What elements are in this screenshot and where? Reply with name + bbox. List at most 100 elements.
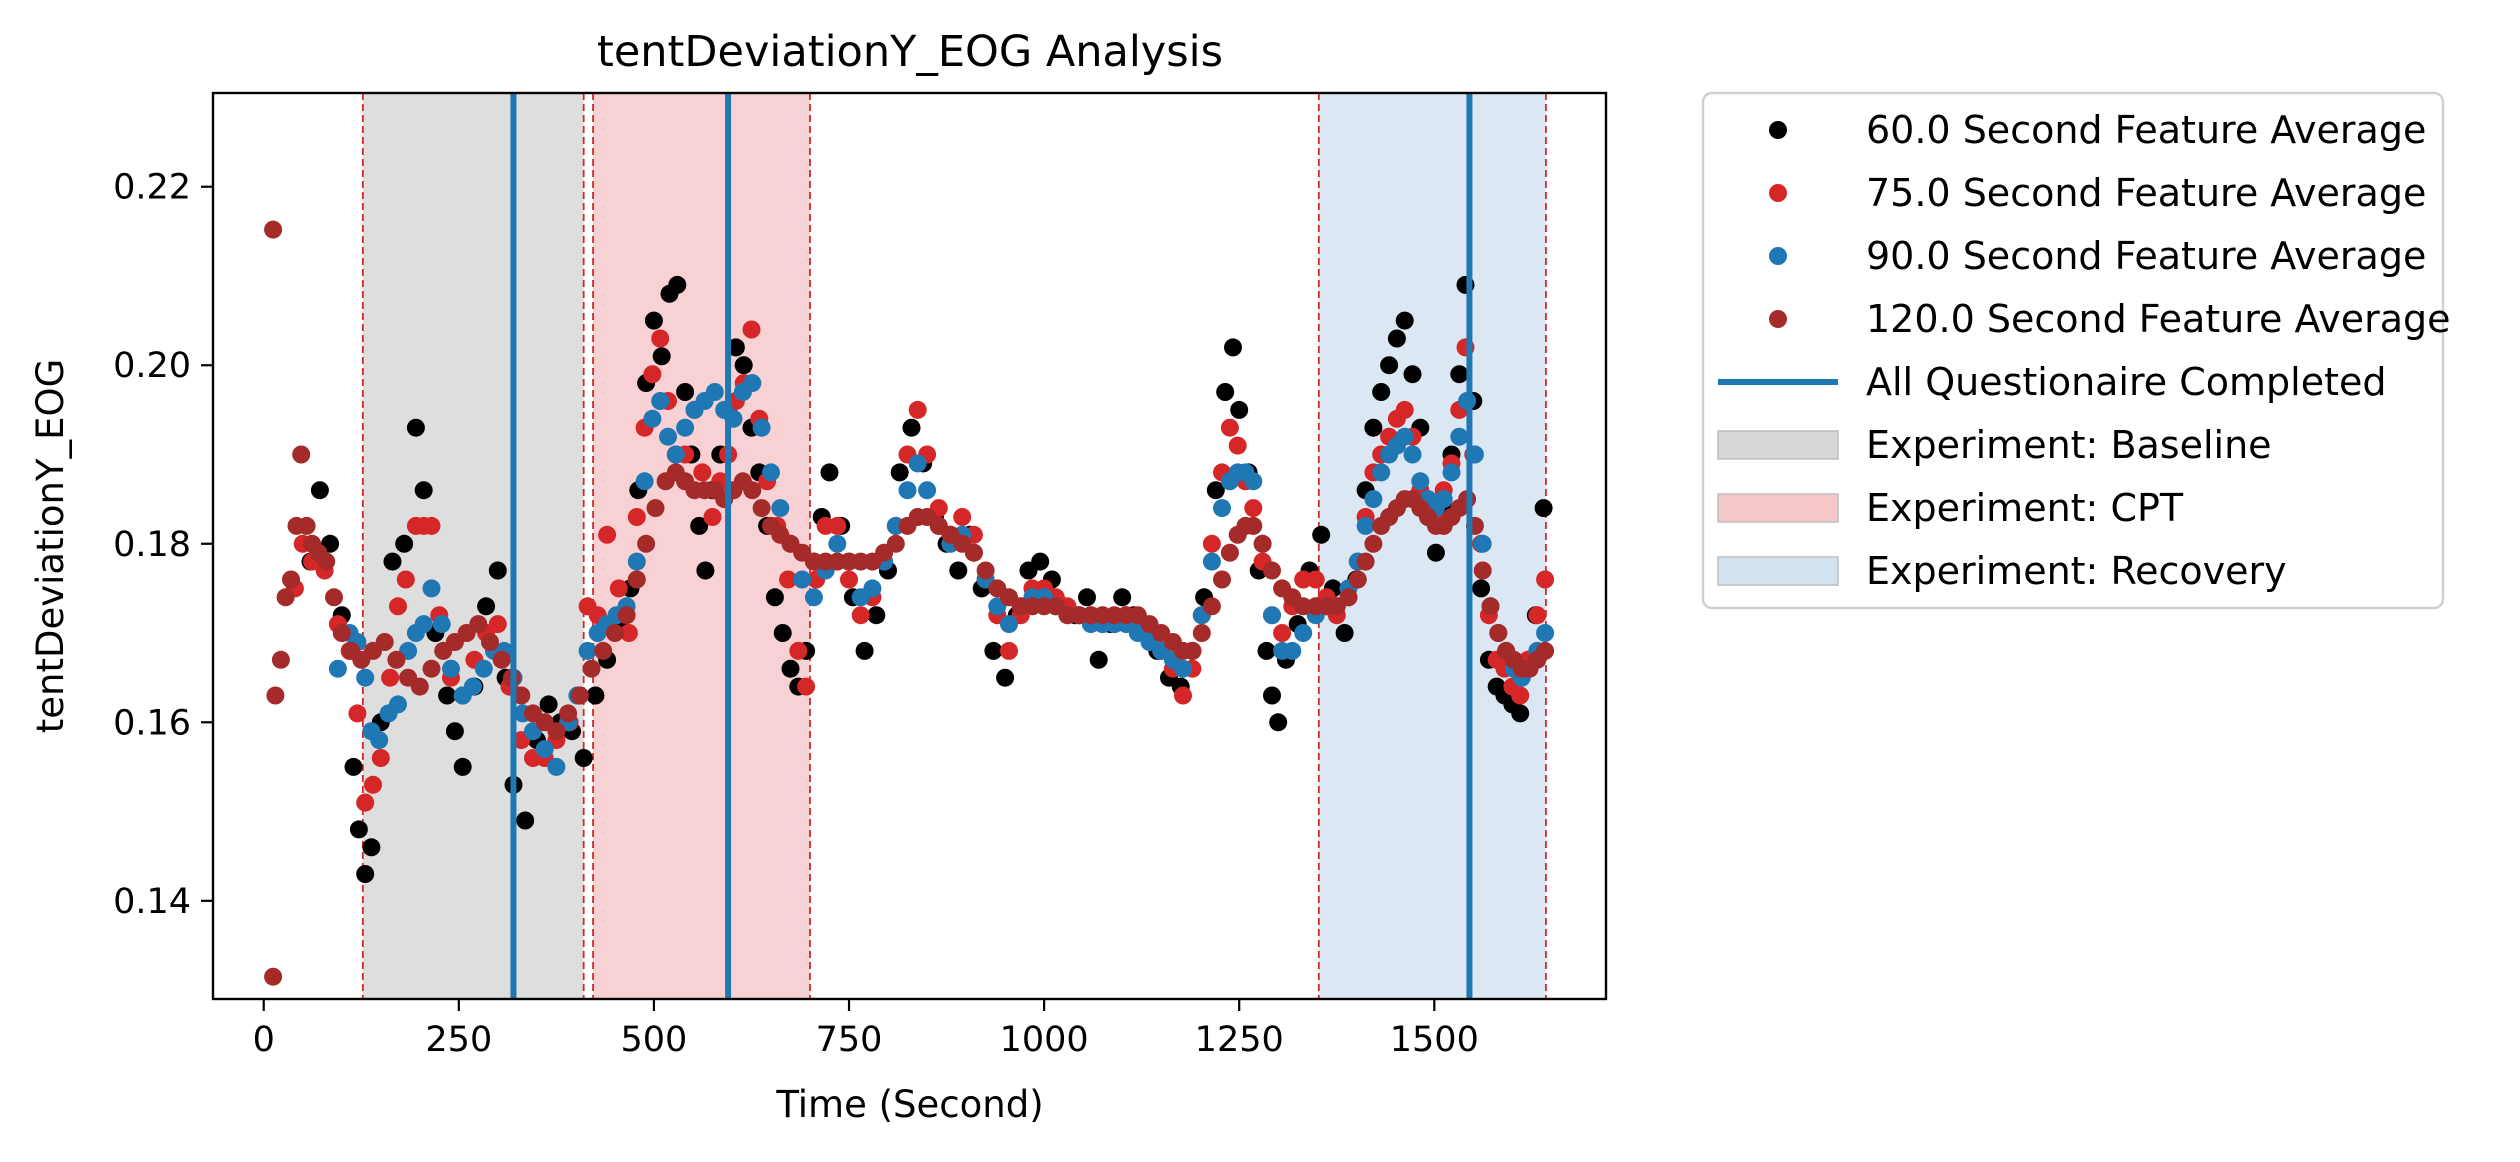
point-s3-72 (976, 561, 995, 580)
point-s3-26 (481, 633, 499, 651)
point-s2-37 (676, 418, 695, 437)
y-axis-label: tentDeviationY_EOG (29, 359, 72, 733)
point-s0-82 (1113, 588, 1132, 607)
point-s2-92 (1263, 606, 1281, 625)
point-s0-22 (516, 811, 535, 830)
point-s0-11 (406, 418, 425, 437)
point-s3-35 (582, 659, 601, 678)
point-s1-87 (1174, 686, 1192, 705)
y-tick-label-1: 0.16 (113, 703, 191, 743)
x-tick-label-1: 250 (425, 1020, 492, 1060)
point-s3-125 (1489, 624, 1508, 642)
point-s2-94 (1283, 641, 1302, 660)
point-s2-33 (643, 409, 662, 428)
point-s1-93 (1228, 436, 1247, 455)
point-s2-111 (1434, 490, 1453, 509)
point-s0-108 (1372, 383, 1391, 401)
point-s2-50 (804, 588, 823, 607)
point-s3-38 (617, 606, 636, 625)
legend-patch-6 (1717, 493, 1839, 523)
points-layer (264, 220, 1555, 986)
point-s3-107 (1348, 570, 1367, 589)
point-s0-90 (1206, 481, 1225, 500)
point-s1-100 (1294, 570, 1313, 589)
regions-layer (362, 93, 1546, 999)
point-s2-3 (356, 668, 375, 687)
point-s0-7 (362, 838, 381, 857)
x-tick-label-6: 1500 (1390, 1020, 1479, 1060)
point-s3-25 (469, 615, 488, 634)
point-s3-131 (1536, 641, 1555, 660)
point-s3-21 (422, 659, 441, 678)
legend-label-7: Experiment: Recovery (1866, 549, 2287, 593)
point-s3-33 (559, 704, 578, 723)
point-s2-0 (328, 659, 347, 678)
point-s2-40 (705, 383, 724, 401)
point-s1-6 (348, 704, 367, 723)
point-s2-113 (1450, 427, 1469, 446)
point-s1-58 (840, 570, 858, 589)
point-s0-102 (1312, 525, 1331, 544)
point-s0-52 (781, 659, 800, 678)
point-s2-11 (422, 579, 441, 598)
point-s0-46 (734, 356, 753, 375)
point-s0-28 (586, 686, 605, 705)
point-s3-51 (743, 481, 762, 500)
point-s1-8 (364, 775, 382, 794)
point-s1-111 (1395, 400, 1414, 419)
point-s0-109 (1380, 356, 1399, 375)
point-s0-14 (438, 686, 457, 705)
questionnaire-lines-layer (510, 93, 1473, 999)
point-s2-46 (762, 463, 780, 482)
point-s0-6 (356, 865, 375, 883)
point-s2-36 (666, 445, 685, 464)
point-s2-107 (1403, 445, 1422, 464)
plot-frame (211, 91, 1608, 1001)
point-s1-128 (1528, 606, 1547, 625)
point-s1-42 (693, 463, 712, 482)
point-s3-4 (276, 588, 295, 607)
point-s0-35 (652, 347, 671, 366)
point-s0-45 (726, 338, 745, 357)
point-s1-21 (488, 615, 507, 634)
point-s0-51 (773, 624, 792, 642)
point-s0-93 (1230, 400, 1249, 419)
point-s2-15 (463, 677, 482, 696)
point-s3-52 (752, 499, 771, 518)
point-s1-7 (356, 793, 375, 812)
point-s1-48 (742, 320, 761, 339)
point-s2-16 (474, 659, 493, 678)
chart-title: tentDeviationY_EOG Analysis (597, 27, 1223, 77)
point-s0-68 (949, 561, 968, 580)
point-s2-82 (1174, 659, 1192, 678)
point-s3-94 (1220, 543, 1239, 562)
point-s1-10 (381, 668, 400, 687)
point-s0-118 (1450, 365, 1469, 384)
point-s3-34 (570, 686, 589, 705)
point-s0-38 (676, 383, 695, 401)
point-s3-109 (1364, 534, 1383, 553)
point-s3-91 (1192, 624, 1211, 642)
point-s3-106 (1339, 588, 1358, 607)
y-tick-label-4: 0.22 (113, 168, 191, 208)
point-s1-15 (422, 516, 441, 535)
point-s2-22 (535, 740, 554, 759)
point-s1-52 (779, 570, 798, 589)
point-s3-98 (1253, 534, 1272, 553)
point-s1-59 (851, 606, 870, 625)
point-s0-60 (855, 641, 874, 660)
point-s2-49 (793, 570, 812, 589)
point-s3-64 (886, 534, 905, 553)
point-s3-1 (264, 967, 283, 986)
point-s2-13 (442, 659, 460, 678)
point-s2-60 (918, 481, 937, 500)
point-s0-121 (1472, 579, 1491, 598)
point-s3-37 (605, 624, 624, 642)
y-ticks-layer: 0.14 0.16 0.18 0.20 0.22 (113, 168, 213, 922)
point-s0-12 (414, 481, 433, 500)
point-s1-92 (1220, 418, 1239, 437)
point-s3-108 (1356, 552, 1375, 571)
point-s2-7 (389, 695, 407, 714)
point-s0-34 (644, 311, 663, 330)
